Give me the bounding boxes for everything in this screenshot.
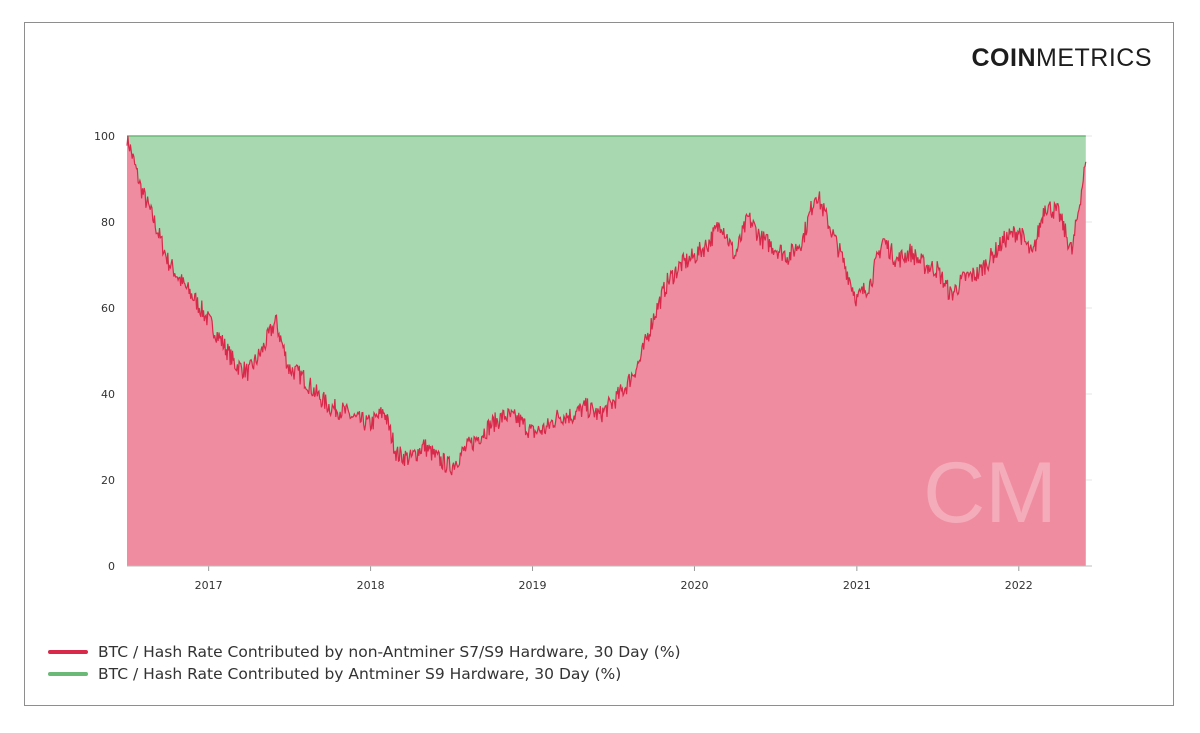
legend-label-green: BTC / Hash Rate Contributed by Antminer …	[98, 665, 622, 683]
areas	[126, 135, 1087, 566]
legend-item-red[interactable]: BTC / Hash Rate Contributed by non-Antmi…	[48, 641, 681, 663]
legend-label-red: BTC / Hash Rate Contributed by non-Antmi…	[98, 643, 681, 661]
series-area-green	[127, 136, 1086, 476]
y-tick-label: 20	[101, 474, 115, 487]
axes: 0 20 40 60 80 100 2017 2018 2019 2020 2021 2022	[94, 130, 1092, 592]
series-line-red	[126, 135, 1087, 476]
x-tick-label: 2017	[195, 579, 223, 592]
legend: BTC / Hash Rate Contributed by non-Antmi…	[48, 641, 681, 685]
y-tick-label: 60	[101, 302, 115, 315]
brand-logo: COINMETRICS	[972, 44, 1153, 73]
series-area-red	[127, 136, 1086, 566]
y-tick-label: 40	[101, 388, 115, 401]
legend-swatch-green	[48, 672, 88, 676]
y-tick-label: 0	[108, 560, 115, 573]
watermark: CM	[923, 445, 1057, 541]
legend-swatch-red	[48, 650, 88, 654]
x-tick-label: 2022	[1005, 579, 1033, 592]
y-tick-label: 100	[94, 130, 115, 143]
legend-item-green[interactable]: BTC / Hash Rate Contributed by Antminer …	[48, 663, 681, 685]
x-tick-label: 2020	[680, 579, 708, 592]
watermark-logo: CM	[923, 445, 1057, 541]
y-tick-label: 80	[101, 216, 115, 229]
x-tick-label: 2021	[843, 579, 871, 592]
brand-logo-thin: METRICS	[1036, 44, 1152, 72]
x-tick-label: 2019	[519, 579, 547, 592]
x-tick-label: 2018	[357, 579, 385, 592]
brand-logo-bold: COIN	[971, 44, 1036, 72]
